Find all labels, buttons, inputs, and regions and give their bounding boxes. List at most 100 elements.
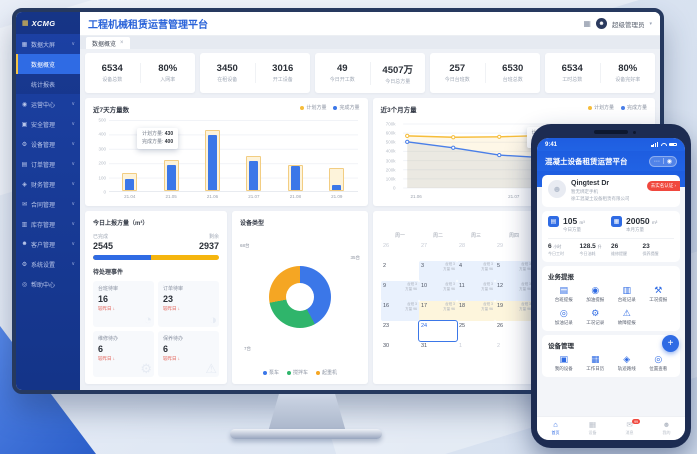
stat-unit: 升 [597, 244, 602, 249]
y-tick: 300k [385, 158, 396, 164]
sidebar-item-2[interactable]: 统计报表 [16, 74, 80, 94]
sidebar-item-0[interactable]: ▦ 数据大屏 ∨ [16, 34, 80, 54]
stat-value: 257 [449, 63, 466, 74]
miniprogram-capsule[interactable]: ⋯ ◉ [648, 155, 677, 167]
calendar-day[interactable]: 30 [383, 342, 390, 349]
bar-actual [332, 184, 342, 190]
phone-tab-0[interactable]: ⌂ 首页 [537, 417, 574, 440]
calendar-day[interactable]: 23 [383, 322, 390, 329]
biz-item-1[interactable]: ◉ 加油提报 [580, 286, 612, 303]
phone-tab-3[interactable]: ☻ 我的 [648, 417, 685, 440]
sidebar-item-7[interactable]: ◈ 财务管理 ∨ [16, 174, 80, 194]
more-icon[interactable]: ⋯ [653, 158, 660, 165]
tab-data-overview[interactable]: 数据概览 × [86, 37, 130, 49]
bar-actual [125, 178, 135, 190]
calendar-day[interactable]: 12 台班 3 方量 96 [495, 281, 533, 301]
biz-item-2[interactable]: ▥ 台班记录 [611, 286, 643, 303]
calendar-day[interactable]: 16 台班 3 方量 96 [381, 301, 419, 321]
chevron-down-icon: ∨ [71, 161, 75, 167]
apps-grid-icon[interactable]: ▦ [583, 19, 591, 28]
phone-tab-2[interactable]: ✉ 消息 99 [611, 417, 648, 440]
volume-card: 今日上报方量（m³） 已完成 剩余 2545 2937 待处理事件 台班待审 16… [85, 211, 227, 384]
verify-badge-button[interactable]: 去实名认证 › [646, 181, 680, 191]
note-line: 方量 96 [443, 306, 455, 311]
device-item-3[interactable]: ◎ 位置查看 [643, 355, 675, 372]
pending-ghost-icon: ⚠ [205, 361, 217, 376]
sidebar-item-4[interactable]: ▣ 安全管理 ∨ [16, 114, 80, 134]
main-stat: ▦ 20050 m³ 本月方量 [611, 216, 674, 233]
stat: 3016 开工设备 [254, 63, 311, 83]
biz-section: 业务提报 ▤ 台班提报 ◉ 加油提报 ▥ 台班记录 ⚒ 工况提报 ◎ 加油记录 ⚙ 工况记录 ⚠ 故障提报 [542, 266, 680, 331]
sidebar-item-9[interactable]: ▥ 库存管理 ∨ [16, 214, 80, 234]
stat-value: 105 m³ [563, 216, 585, 226]
exit-circle-icon[interactable]: ◉ [666, 158, 672, 165]
avatar[interactable]: ☻ [595, 18, 607, 29]
device-item-1[interactable]: ▦ 工作日历 [580, 355, 612, 372]
calendar-day[interactable]: 31 [421, 342, 428, 349]
close-icon[interactable]: × [120, 40, 124, 46]
calendar-day[interactable]: 5 台班 3 方量 96 [495, 261, 533, 281]
note-line: 方量 96 [405, 286, 417, 291]
sidebar-item-1[interactable]: 数据概览 [16, 54, 80, 74]
calendar-day[interactable]: 28 [459, 242, 466, 249]
biz-item-6[interactable]: ⚠ 故障提报 [611, 309, 643, 326]
pending-title: 待处理事件 [93, 270, 124, 276]
note-line: 台班 3 [445, 262, 455, 266]
calendar-day[interactable]: 17 台班 3 方量 96 [419, 301, 457, 321]
pending-tile-1[interactable]: 订单待审 23 较昨日 ↓ ◑ [158, 281, 219, 327]
user-card[interactable]: ☻ Qingtest Dr 暂无绑定手机 徐工混凝土设备租赁有限公司 去实名认证… [542, 175, 680, 207]
sidebar-item-8[interactable]: ✉ 合同管理 ∨ [16, 194, 80, 214]
sidebar-item-5[interactable]: ⚙ 设备管理 ∨ [16, 134, 80, 154]
add-fab-button[interactable]: + [662, 335, 679, 352]
pending-tile-3[interactable]: 保养待办 6 较昨日 ↓ ⚠ [158, 331, 219, 377]
legend-dot [286, 370, 291, 375]
y-tick: 500 [98, 117, 106, 123]
sidebar-item-3[interactable]: ◉ 运营中心 ∨ [16, 94, 80, 114]
pending-value: 16 [98, 294, 109, 304]
biz-item-5[interactable]: ⚙ 工况记录 [580, 309, 612, 326]
calendar-day[interactable]: 2 [383, 262, 387, 269]
phone-tab-1[interactable]: ▦ 设备 [574, 417, 611, 440]
device-item-0[interactable]: ▣ 我的设备 [548, 355, 580, 372]
calendar-day[interactable]: 26 [497, 322, 504, 329]
pending-tile-0[interactable]: 台班待审 16 较昨日 ↓ ◔ [93, 281, 154, 327]
calendar-day[interactable]: 3 台班 3 方量 96 [419, 261, 457, 281]
calendar-day[interactable]: 18 台班 3 方量 96 [457, 301, 495, 321]
header-user-cluster[interactable]: ▦ ☻ 超级管理员 ▾ [583, 18, 652, 29]
sidebar-item-11[interactable]: ⚙ 系统设置 ∨ [16, 254, 80, 274]
stat-card-0: 6534 设备总数 80% 入网率 [85, 53, 195, 93]
sidebar-item-12[interactable]: ◎ 帮助中心 [16, 274, 80, 294]
tooltip-value: 430 [164, 131, 174, 137]
calendar-day[interactable]: 26 [383, 242, 390, 249]
calendar-day[interactable]: 29 [497, 242, 504, 249]
calendar-day[interactable]: 4 台班 3 方量 96 [457, 261, 495, 281]
sidebar-item-10[interactable]: ☻ 客户管理 ∨ [16, 234, 80, 254]
calendar-day[interactable]: 9 台班 3 方量 96 [381, 281, 419, 301]
donut-title: 设备类型 [240, 221, 265, 227]
calendar-day[interactable]: 10 台班 3 方量 96 [419, 281, 457, 301]
pending-grid: 台班待审 16 较昨日 ↓ ◔ 订单待审 23 较昨日 ↓ ◑ 维修待办 6 较昨日 ↓ ⚙ 保养待办 6… [93, 281, 219, 377]
note-line: 台班 3 [521, 302, 531, 306]
我的-tab-icon: ☻ [662, 420, 671, 430]
biz-item-4[interactable]: ◎ 加油记录 [548, 309, 580, 326]
calendar-day[interactable]: 1 [459, 342, 463, 349]
battery-icon [669, 142, 677, 147]
biz-item-3[interactable]: ⚒ 工况提报 [643, 286, 675, 303]
calendar-day[interactable]: 24 [418, 320, 458, 342]
calendar-day[interactable]: 2 [497, 342, 501, 349]
stat-value: 26 [611, 243, 619, 250]
stat-label: 今日台班数 [444, 77, 470, 83]
phone-status-bar: 9:41 [537, 138, 685, 151]
calendar-weekday: 周一 [394, 233, 405, 239]
calendar-day[interactable]: 25 [459, 322, 466, 329]
device-item-2[interactable]: ◈ 轨迹路线 [611, 355, 643, 372]
calendar-day[interactable]: 19 台班 3 方量 96 [495, 301, 533, 321]
pending-tile-2[interactable]: 维修待办 6 较昨日 ↓ ⚙ [93, 331, 154, 377]
note-line: 方量 96 [481, 266, 493, 271]
calendar-day[interactable]: 27 [421, 242, 428, 249]
biz-item-0[interactable]: ▤ 台班提报 [548, 286, 580, 303]
x-tick: 21.07 [248, 194, 260, 199]
calendar-day[interactable]: 11 台班 3 方量 96 [457, 281, 495, 301]
sidebar-item-6[interactable]: ▤ 订单管理 ∨ [16, 154, 80, 174]
